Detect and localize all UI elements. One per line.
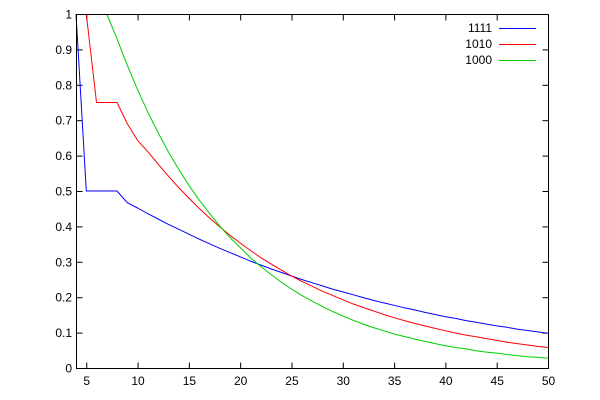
series-line-1010 — [85, 13, 549, 348]
plot-frame — [76, 14, 549, 369]
series-line-1000 — [106, 13, 549, 359]
series-line-1111 — [75, 13, 549, 334]
y-tick-label: 0.2 — [55, 291, 72, 305]
x-tick-label: 20 — [234, 374, 248, 388]
y-tick-label: 0.9 — [55, 43, 72, 57]
y-tick-label: 0.8 — [55, 78, 72, 92]
y-tick-label: 0.4 — [55, 220, 72, 234]
x-tick-label: 15 — [183, 374, 197, 388]
tick-labels: 5 10 15 20 25 30 35 40 45 50 0 0.1 0.2 0.3 0.4 0.5 0.6 0.… — [55, 8, 555, 389]
x-tick-label: 30 — [337, 374, 351, 388]
legend-label-1000: 1000 — [465, 53, 492, 67]
chart-legend: 1111 1010 1000 — [465, 21, 536, 67]
x-tick-label: 10 — [131, 374, 145, 388]
y-tick-label: 0.3 — [55, 255, 72, 269]
x-tick-label: 40 — [439, 374, 453, 388]
y-tick-label: 0.1 — [55, 326, 72, 340]
x-tick-label: 50 — [542, 374, 556, 388]
x-tick-label: 35 — [388, 374, 402, 388]
axis-ticks — [76, 14, 549, 369]
y-tick-label: 0 — [65, 362, 72, 376]
y-tick-label: 0.6 — [55, 149, 72, 163]
x-tick-label: 45 — [491, 374, 505, 388]
chart-series — [75, 13, 549, 359]
x-tick-label: 25 — [285, 374, 299, 388]
y-tick-label: 0.7 — [55, 114, 72, 128]
y-tick-label: 1 — [65, 8, 72, 22]
legend-label-1111: 1111 — [468, 21, 492, 35]
legend-label-1010: 1010 — [465, 37, 492, 51]
x-tick-label: 5 — [83, 374, 90, 388]
y-tick-label: 0.5 — [55, 185, 72, 199]
